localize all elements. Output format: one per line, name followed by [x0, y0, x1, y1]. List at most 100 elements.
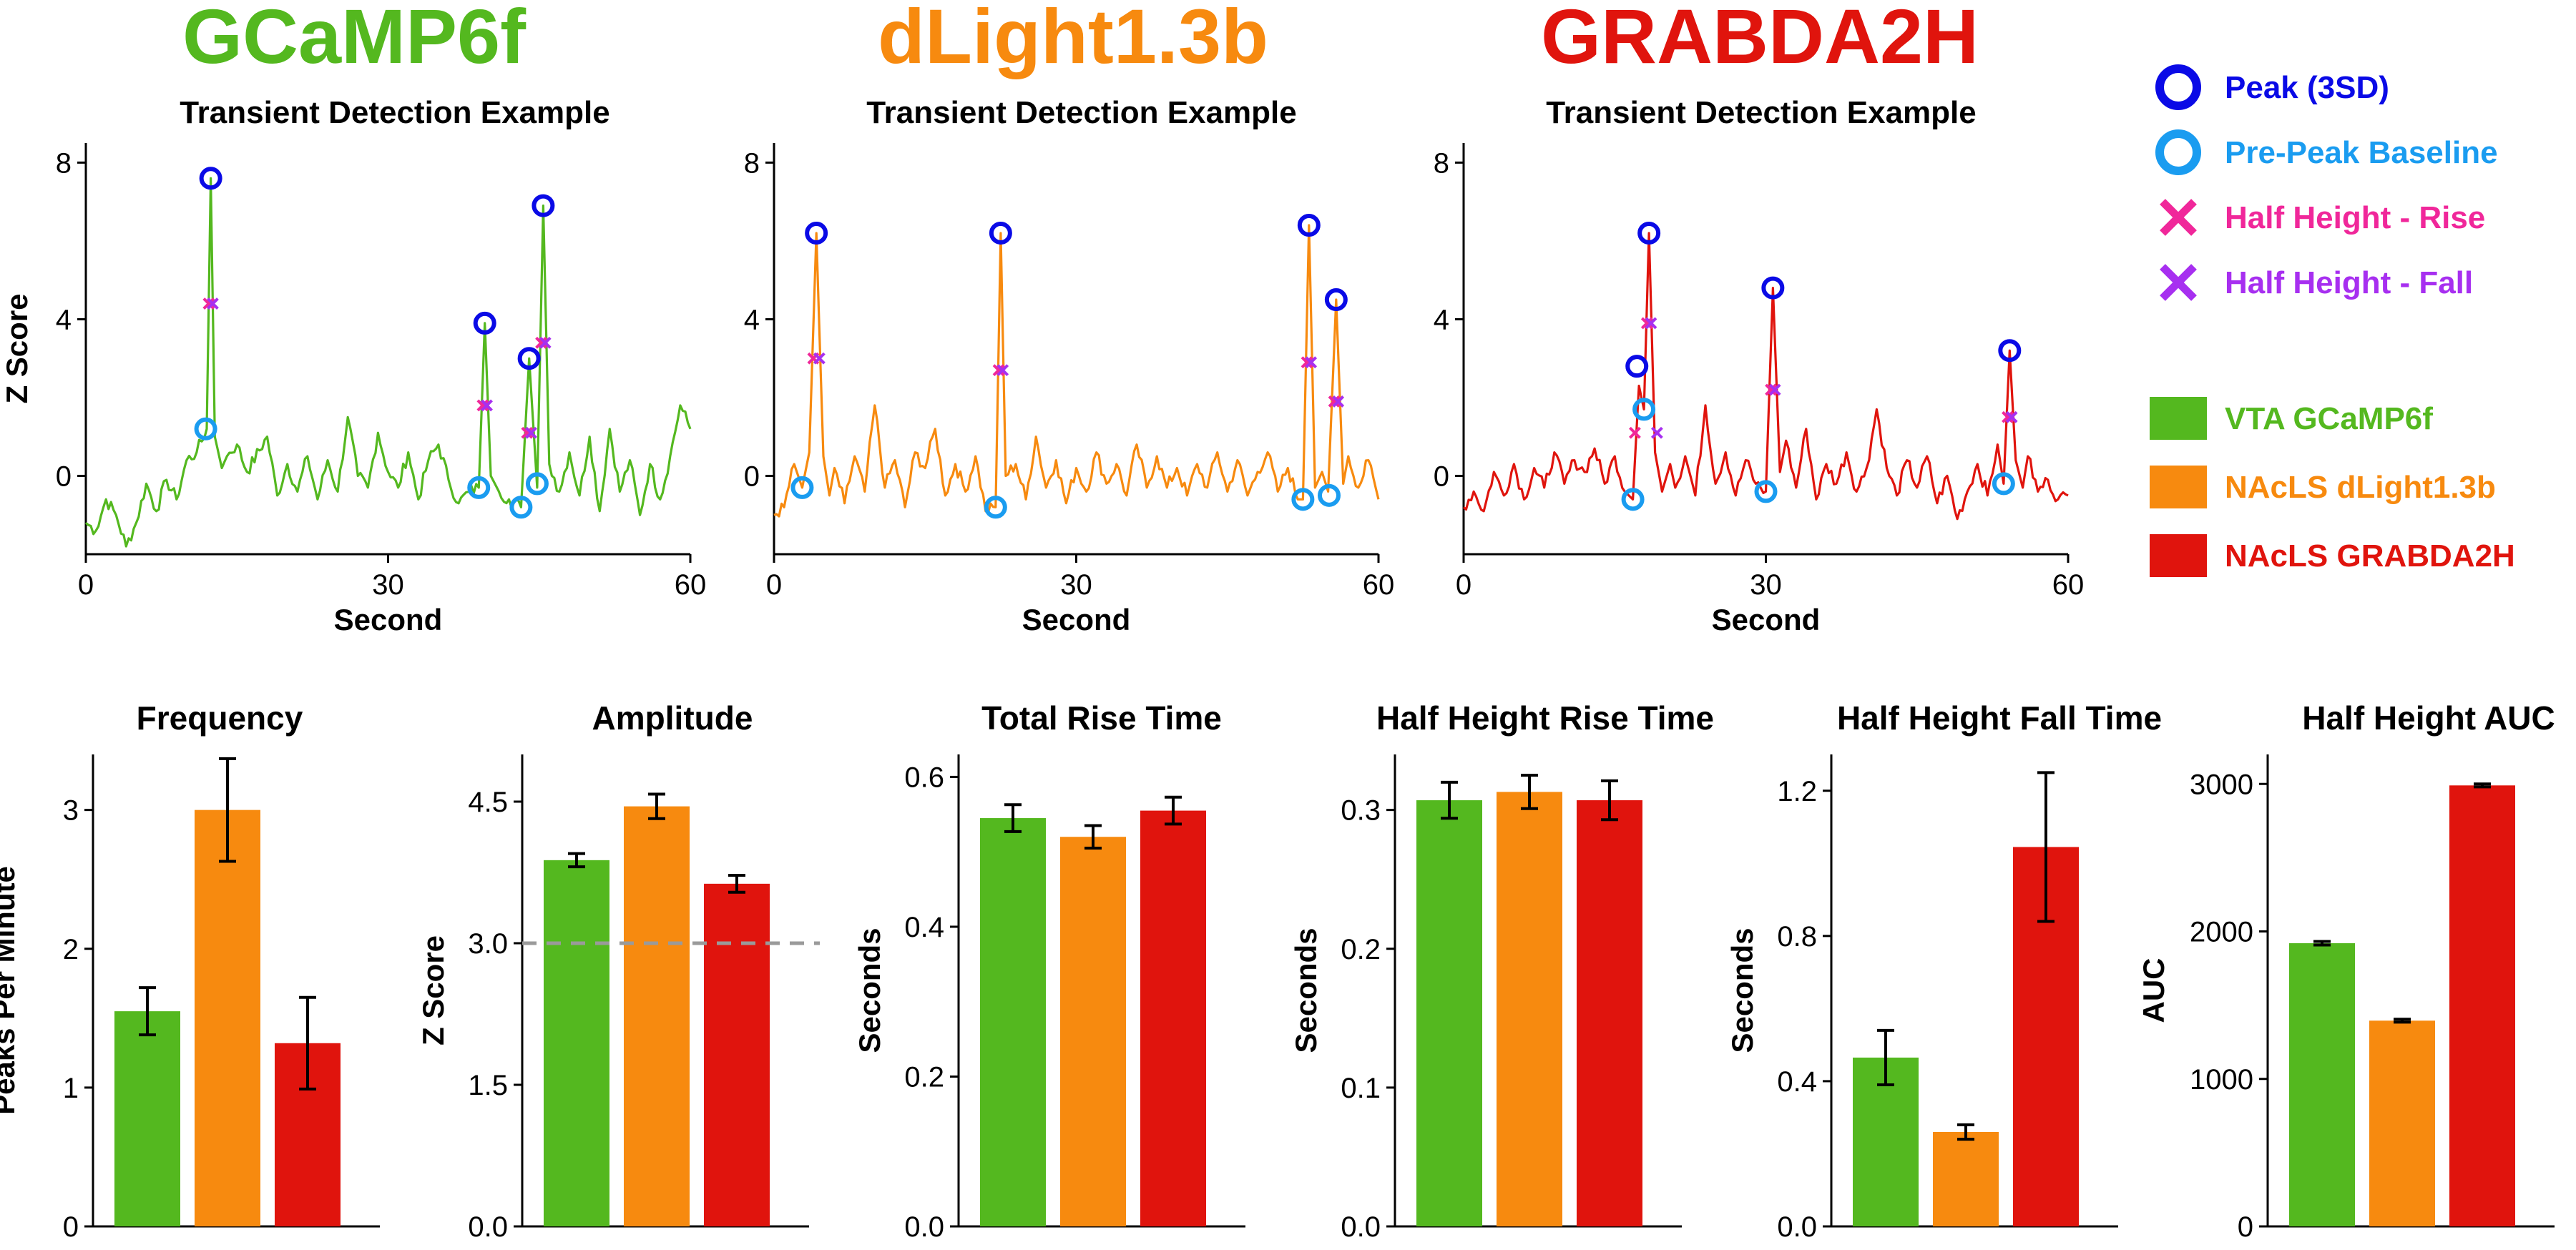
half-rise-marker: [1765, 383, 1777, 396]
legend-ring-icon: [2155, 64, 2201, 110]
half-fall-marker: [1650, 426, 1663, 439]
y-axis-label: AUC: [2137, 958, 2170, 1023]
bar-chart-2: Amplitude 0.0 1.5 3.0 4.5 Z Score: [416, 699, 820, 1243]
bar: [1140, 810, 1206, 1226]
legend-cross-icon: [2160, 199, 2197, 236]
trace-panel-2: dLight1.3b Transient Detection Example 0 4 8…: [744, 0, 1395, 636]
y-tick-label: 0.4: [904, 912, 944, 943]
half-rise-marker: [1629, 426, 1641, 439]
y-tick-label: 0.1: [1341, 1073, 1381, 1104]
bar: [980, 818, 1046, 1226]
y-tick-label: 0: [744, 461, 760, 492]
trace-subtitle: Transient Detection Example: [180, 95, 610, 130]
trace-line: [1462, 232, 2069, 521]
legend-label: NAcLS GRABDA2H: [2225, 538, 2515, 574]
peak-marker: [199, 167, 222, 190]
y-tick-label: 1.5: [468, 1070, 508, 1101]
baseline-marker: [525, 472, 549, 496]
y-tick-label: 4: [744, 304, 760, 335]
bar-chart-title: Half Height Rise Time: [1376, 699, 1714, 737]
peak-marker: [1998, 339, 2022, 363]
bar: [2449, 785, 2515, 1226]
y-tick-label: 0.0: [1777, 1211, 1817, 1243]
legend-cross-icon: [2160, 264, 2197, 301]
half-fall-marker: [1768, 383, 1781, 396]
bar: [1416, 800, 1482, 1226]
marker-legend: Peak (3SD) Pre-Peak Baseline Half Height -…: [2155, 64, 2498, 301]
half-fall-marker: [813, 352, 826, 365]
peak-marker: [1297, 214, 1321, 237]
half-rise-marker: [202, 297, 215, 310]
bar-chart-title: Half Height AUC: [2302, 699, 2555, 737]
y-tick-label: 0.0: [1341, 1211, 1381, 1243]
legend-label: Half Height - Rise: [2225, 200, 2485, 235]
y-tick-label: 0.3: [1341, 795, 1381, 827]
peak-marker: [805, 221, 828, 245]
half-rise-marker: [476, 399, 489, 412]
legend-label: VTA GCaMP6f: [2225, 401, 2433, 436]
y-tick-label: 0.2: [1341, 934, 1381, 965]
x-tick-label: 0: [78, 569, 94, 601]
y-tick-label: 0: [56, 461, 72, 492]
y-tick-label: 2000: [2190, 917, 2253, 948]
y-tick-label: 4.5: [468, 787, 508, 818]
sensor-title: GCaMP6f: [182, 0, 527, 79]
peak-marker: [1761, 276, 1785, 300]
y-tick-label: 4: [1434, 304, 1449, 335]
x-axis-label: Second: [1022, 603, 1131, 636]
x-axis-label: Second: [334, 603, 443, 636]
peak-marker: [532, 194, 555, 217]
legend-ring-icon: [2155, 129, 2201, 175]
y-axis-label: Seconds: [1725, 927, 1759, 1053]
peak-marker: [1625, 355, 1649, 378]
bar-chart-title: Half Height Fall Time: [1837, 699, 2162, 737]
bar-chart-3: Total Rise Time 0.0 0.2 0.4 0.6 Seconds: [853, 699, 1245, 1243]
half-rise-marker: [535, 336, 547, 349]
y-tick-label: 2: [63, 934, 79, 965]
trace-panel-3: GRABDA2H Transient Detection Example 0 4 8 0 3…: [1434, 0, 2085, 636]
y-tick-label: 0.6: [904, 762, 944, 793]
half-fall-marker: [481, 399, 493, 412]
half-fall-marker: [1332, 395, 1345, 408]
bar: [2289, 943, 2355, 1226]
half-rise-marker: [1301, 356, 1313, 369]
bar: [114, 1011, 180, 1226]
half-rise-marker: [992, 364, 1005, 377]
y-axis-label: Seconds: [1289, 927, 1323, 1053]
baseline-marker: [1317, 483, 1341, 507]
y-tick-label: 0: [1434, 461, 1449, 492]
y-tick-label: 4: [56, 304, 72, 335]
bar: [2369, 1020, 2435, 1226]
bar-chart-title: Frequency: [137, 699, 303, 737]
half-fall-marker: [1305, 356, 1318, 369]
peak-marker: [1637, 221, 1661, 245]
bar: [195, 809, 260, 1226]
half-fall-marker: [996, 364, 1009, 377]
x-tick-label: 60: [2052, 569, 2085, 601]
trace-subtitle: Transient Detection Example: [866, 95, 1297, 130]
x-tick-label: 0: [766, 569, 782, 601]
y-tick-label: 0: [2238, 1211, 2253, 1243]
bar-chart-5: Half Height Fall Time 0.0 0.4 0.8 1.2 Seconds: [1725, 699, 2162, 1243]
y-axis-label: Peaks Per Minute: [0, 866, 21, 1115]
legend-swatch: [2150, 397, 2207, 440]
x-axis-label: Second: [1712, 603, 1821, 636]
half-rise-marker: [2002, 410, 2014, 423]
bar-chart-title: Total Rise Time: [981, 699, 1222, 737]
bar: [1577, 800, 1642, 1226]
half-fall-marker: [1645, 317, 1657, 330]
legend-label: Half Height - Fall: [2225, 265, 2473, 300]
sensor-title: GRABDA2H: [1541, 0, 1979, 79]
legend-label: Pre-Peak Baseline: [2225, 135, 2498, 170]
y-axis-label: Z Score: [0, 293, 34, 403]
y-tick-label: 8: [1434, 147, 1449, 179]
sensor-title: dLight1.3b: [878, 0, 1268, 79]
baseline-marker: [194, 417, 217, 441]
bar-chart-1: Frequency 0 1 2 3 Peaks Per Minute: [0, 699, 380, 1243]
bar-chart-6: Half Height AUC 0 1000 2000 3000 AUC: [2137, 699, 2555, 1243]
baseline-marker: [1992, 472, 2015, 496]
y-tick-label: 1.2: [1777, 776, 1817, 807]
bar-chart-title: Amplitude: [592, 699, 753, 737]
y-tick-label: 3000: [2190, 769, 2253, 800]
bar: [704, 883, 770, 1226]
